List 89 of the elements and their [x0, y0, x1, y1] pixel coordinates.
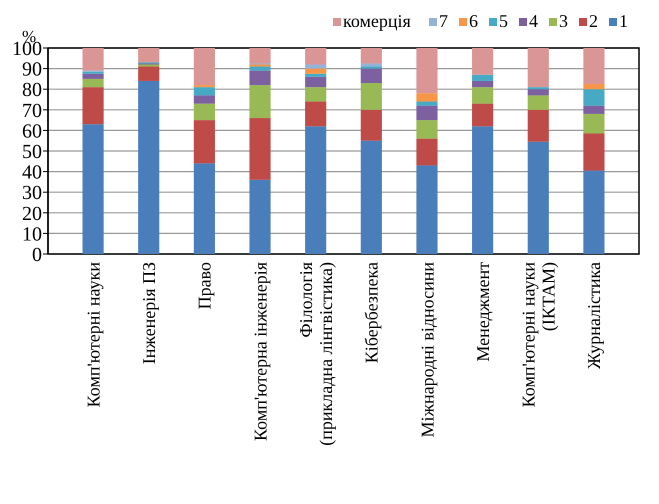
legend-label: 2 — [589, 11, 598, 31]
bar — [583, 133, 604, 171]
x-tick-label: Журналістика — [584, 262, 604, 369]
bar — [583, 114, 604, 134]
bar — [305, 126, 326, 254]
bar — [472, 74, 494, 81]
bar — [472, 80, 494, 88]
bar — [416, 106, 438, 120]
bar — [583, 48, 604, 84]
bar — [249, 64, 271, 67]
bar — [138, 64, 160, 67]
y-tick-label: 0 — [32, 244, 42, 266]
bar — [249, 118, 271, 180]
bar — [249, 70, 271, 86]
legend-label: 7 — [439, 11, 448, 31]
bar — [249, 48, 271, 64]
y-tick-label: 70 — [22, 100, 42, 122]
bar — [360, 48, 382, 64]
bar — [583, 89, 604, 106]
bar — [528, 95, 549, 110]
y-tick-label: 80 — [22, 79, 42, 102]
bar — [583, 106, 604, 114]
y-tick-label: 60 — [22, 120, 42, 142]
bar — [528, 89, 549, 96]
bar — [583, 170, 604, 254]
bar — [360, 140, 382, 254]
y-tick-label: 20 — [22, 202, 42, 225]
bar — [360, 63, 382, 67]
bar — [305, 76, 326, 88]
bar — [416, 102, 438, 106]
bar — [82, 78, 104, 88]
x-tick-label: Менеджмент — [472, 262, 493, 362]
bar — [138, 80, 160, 254]
bar — [416, 165, 438, 254]
bar — [472, 48, 494, 75]
bar — [138, 66, 160, 81]
bar — [528, 48, 549, 88]
bar — [249, 85, 271, 118]
y-tick-label: 50 — [22, 141, 42, 163]
x-tick-label: Інженерія ПЗ — [139, 262, 160, 364]
y-tick-label: 10 — [22, 223, 42, 246]
legend-label: 5 — [499, 11, 508, 31]
legend-label: комерція — [343, 11, 411, 31]
bar — [416, 138, 438, 166]
legend-label: 6 — [469, 11, 478, 31]
x-tick-label: Комп'ютерні науки — [83, 262, 104, 408]
bar — [305, 87, 326, 102]
y-tick-label: 40 — [22, 162, 42, 184]
bar — [472, 126, 494, 254]
legend-label: 1 — [619, 11, 628, 31]
x-tick-label: Філологія (прикладна лінгвістика) — [296, 262, 336, 446]
bar — [416, 93, 438, 102]
bar — [194, 87, 215, 96]
bar — [305, 64, 326, 69]
bar — [82, 124, 104, 254]
x-tick-label: Комп'ютерна інженерія — [250, 262, 270, 441]
bar — [305, 74, 326, 77]
bar — [360, 110, 382, 141]
bar — [82, 87, 104, 124]
legend-label: 3 — [559, 11, 568, 31]
bar — [305, 102, 326, 126]
bar — [305, 48, 326, 64]
bar — [82, 74, 104, 79]
bar — [305, 68, 326, 74]
bar — [528, 110, 549, 142]
x-tick-label: Міжнародні відносини — [417, 262, 438, 438]
bar — [82, 48, 104, 71]
bar — [583, 84, 604, 90]
bar — [194, 120, 215, 164]
bar — [249, 66, 271, 71]
x-tick-label: Право — [194, 262, 215, 310]
bar — [472, 104, 494, 126]
bar — [528, 142, 549, 254]
bar — [194, 48, 215, 86]
bar — [194, 95, 215, 104]
bar — [360, 68, 382, 84]
x-tick-label: Комп'ютерні науки (ІКТАМ) — [518, 262, 558, 408]
bar — [360, 83, 382, 110]
y-tick-label: 30 — [22, 182, 42, 204]
legend-label: 4 — [529, 11, 538, 31]
bar — [472, 87, 494, 104]
bar — [138, 48, 160, 62]
x-tick-label: Кібербезпека — [362, 262, 382, 364]
bar — [249, 180, 271, 254]
bar — [194, 104, 215, 120]
bar — [194, 163, 215, 254]
bar — [416, 120, 438, 139]
y-tick-label: 90 — [22, 58, 42, 81]
bar — [416, 48, 438, 94]
